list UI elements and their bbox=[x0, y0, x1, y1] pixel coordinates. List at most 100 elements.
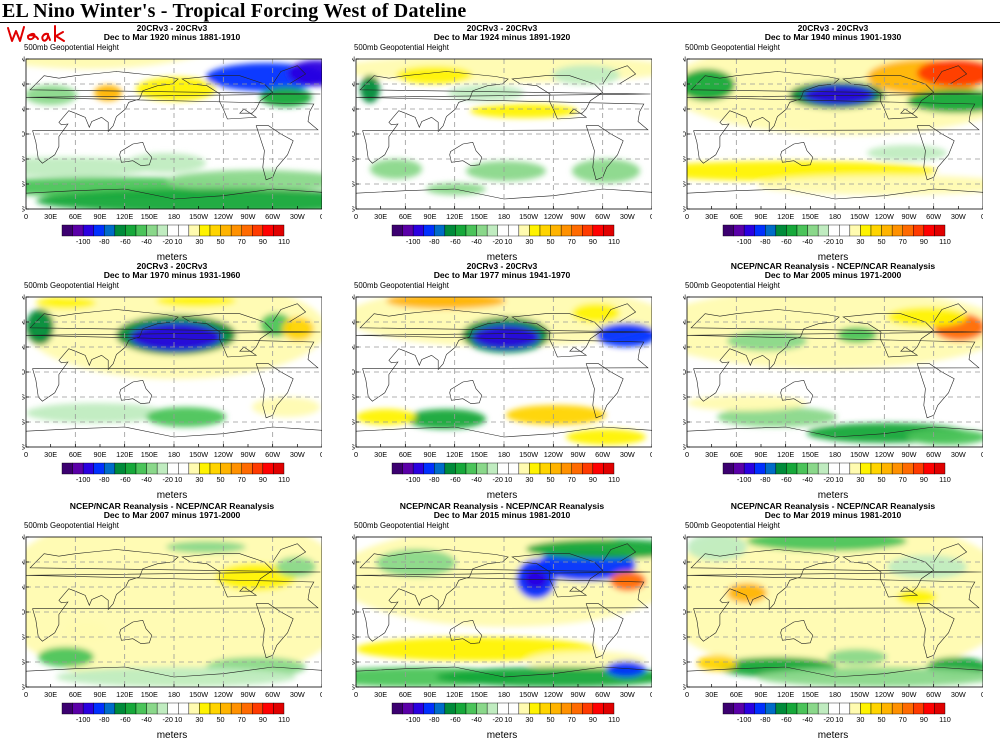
anomaly-region bbox=[727, 583, 767, 603]
lon-tick-label: 150E bbox=[471, 212, 488, 221]
colorbar-swatch bbox=[923, 224, 935, 237]
anomaly-region bbox=[396, 66, 472, 84]
colorbar-label: -80 bbox=[429, 475, 440, 484]
colorbar-label: 50 bbox=[878, 715, 886, 724]
colorbar-swatch bbox=[476, 224, 488, 237]
coastline bbox=[181, 313, 274, 358]
lat-tick-label: 0 bbox=[683, 130, 686, 139]
coastline bbox=[26, 549, 321, 642]
panel-dataset-label: NCEP/NCAR Reanalysis - NCEP/NCAR Reanaly… bbox=[399, 501, 605, 511]
lon-tick-label: 120W bbox=[214, 690, 233, 699]
lat-tick-label: 0 bbox=[352, 608, 355, 617]
coastline bbox=[602, 303, 637, 323]
lon-tick-label: 60E bbox=[69, 690, 82, 699]
coastline bbox=[602, 543, 637, 563]
colorbar-swatch bbox=[444, 224, 456, 237]
anomaly-map: 90N60N30N030S60S90S030E60E90E120E150E180… bbox=[22, 293, 322, 484]
lon-tick-label: 120W bbox=[875, 450, 894, 459]
colorbar-units-label: meters bbox=[156, 490, 188, 501]
anomaly-region bbox=[406, 409, 486, 429]
lat-tick-label: 90S bbox=[683, 443, 686, 452]
colorbar-label: -100 bbox=[76, 715, 91, 724]
lon-tick-label: 0 bbox=[24, 690, 28, 699]
lon-tick-label: 120W bbox=[214, 212, 233, 221]
anomaly-region bbox=[506, 405, 606, 425]
coastline bbox=[356, 309, 651, 402]
panel-header: 20CRv3 - 20CRv3 Dec to Mar 1977 minus 194… bbox=[352, 262, 652, 280]
coastline bbox=[255, 603, 294, 659]
map-panel-1970: 20CRv3 - 20CRv3 Dec to Mar 1970 minus 193… bbox=[22, 262, 322, 510]
lon-tick-label: 0 bbox=[981, 690, 983, 699]
panel-period-label: Dec to Mar 2015 minus 1981-2010 bbox=[433, 510, 571, 520]
colorbar-swatch bbox=[412, 702, 424, 715]
colorbar-label: 70 bbox=[238, 715, 246, 724]
coastline bbox=[26, 71, 321, 164]
coastline bbox=[916, 125, 955, 181]
colorbar-swatch bbox=[188, 462, 200, 475]
panel-period-label: Dec to Mar 2019 minus 1981-2010 bbox=[764, 510, 902, 520]
anomaly-region bbox=[66, 621, 106, 641]
anomaly-region bbox=[466, 161, 546, 181]
panel-dataset-label: NCEP/NCAR Reanalysis - NCEP/NCAR Reanaly… bbox=[730, 501, 936, 511]
colorbar-label: 10 bbox=[174, 475, 182, 484]
colorbar-swatch bbox=[796, 462, 808, 475]
panel-dataset-label: NCEP/NCAR Reanalysis - NCEP/NCAR Reanaly… bbox=[730, 261, 936, 271]
colorbar-label: 90 bbox=[920, 237, 928, 246]
colorbar-swatch bbox=[765, 462, 777, 475]
lon-tick-label: 60E bbox=[69, 450, 82, 459]
lon-tick-label: 60W bbox=[595, 690, 610, 699]
anomaly-region bbox=[356, 637, 596, 661]
colorbar-label: -60 bbox=[450, 475, 461, 484]
lat-tick-label: 30N bbox=[22, 583, 25, 592]
colorbar-swatch bbox=[476, 702, 488, 715]
lon-tick-label: 30E bbox=[374, 450, 387, 459]
coastline bbox=[511, 75, 604, 120]
lon-tick-label: 180 bbox=[829, 690, 841, 699]
lon-tick-label: 30W bbox=[620, 450, 635, 459]
colorbar-swatch bbox=[775, 462, 787, 475]
lon-tick-label: 0 bbox=[354, 212, 358, 221]
lon-tick-label: 60W bbox=[926, 690, 941, 699]
colorbar-label: -60 bbox=[120, 475, 131, 484]
colorbar-swatch bbox=[849, 702, 861, 715]
coastline bbox=[255, 125, 294, 181]
colorbar-label: -80 bbox=[99, 715, 110, 724]
colorbar-swatch bbox=[72, 462, 84, 475]
panel-header: 20CRv3 - 20CRv3 Dec to Mar 1924 minus 189… bbox=[352, 24, 652, 42]
colorbar-label: -20 bbox=[492, 475, 503, 484]
panel-header: NCEP/NCAR Reanalysis - NCEP/NCAR Reanaly… bbox=[683, 262, 983, 280]
colorbar-label: -20 bbox=[162, 715, 173, 724]
colorbar-swatch bbox=[497, 462, 509, 475]
colorbar-label: -60 bbox=[120, 715, 131, 724]
colorbar-swatch bbox=[241, 462, 253, 475]
coastline bbox=[511, 313, 604, 358]
colorbar-label: 90 bbox=[920, 475, 928, 484]
colorbar-label: 30 bbox=[525, 237, 533, 246]
lat-tick-label: 90S bbox=[22, 205, 25, 214]
colorbar-swatch bbox=[135, 702, 147, 715]
colorbar-swatch bbox=[178, 702, 190, 715]
colorbar-swatch bbox=[402, 702, 414, 715]
lon-tick-label: 0 bbox=[320, 212, 322, 221]
colorbar-label: 110 bbox=[939, 475, 951, 484]
coastline bbox=[585, 125, 624, 181]
lat-tick-label: 60S bbox=[683, 418, 686, 427]
lat-tick-label: 30N bbox=[352, 583, 355, 592]
lat-tick-label: 0 bbox=[683, 608, 686, 617]
anomaly-region bbox=[436, 667, 652, 687]
anomaly-region bbox=[757, 667, 983, 687]
panel-header: 20CRv3 - 20CRv3 Dec to Mar 1920 minus 188… bbox=[22, 24, 322, 42]
lat-tick-label: 60S bbox=[683, 658, 686, 667]
lon-tick-label: 60W bbox=[926, 450, 941, 459]
lon-tick-label: 120E bbox=[116, 212, 133, 221]
anomaly-region bbox=[827, 649, 887, 665]
lon-tick-label: 60W bbox=[265, 690, 280, 699]
lon-tick-label: 30W bbox=[951, 212, 966, 221]
coastline bbox=[585, 363, 624, 419]
coastline bbox=[842, 313, 935, 358]
panel-period-label: Dec to Mar 1924 minus 1891-1920 bbox=[433, 32, 571, 42]
colorbar-swatch bbox=[455, 702, 467, 715]
lon-tick-label: 90W bbox=[570, 690, 585, 699]
colorbar-label: -60 bbox=[781, 475, 792, 484]
colorbar-swatch bbox=[571, 462, 583, 475]
